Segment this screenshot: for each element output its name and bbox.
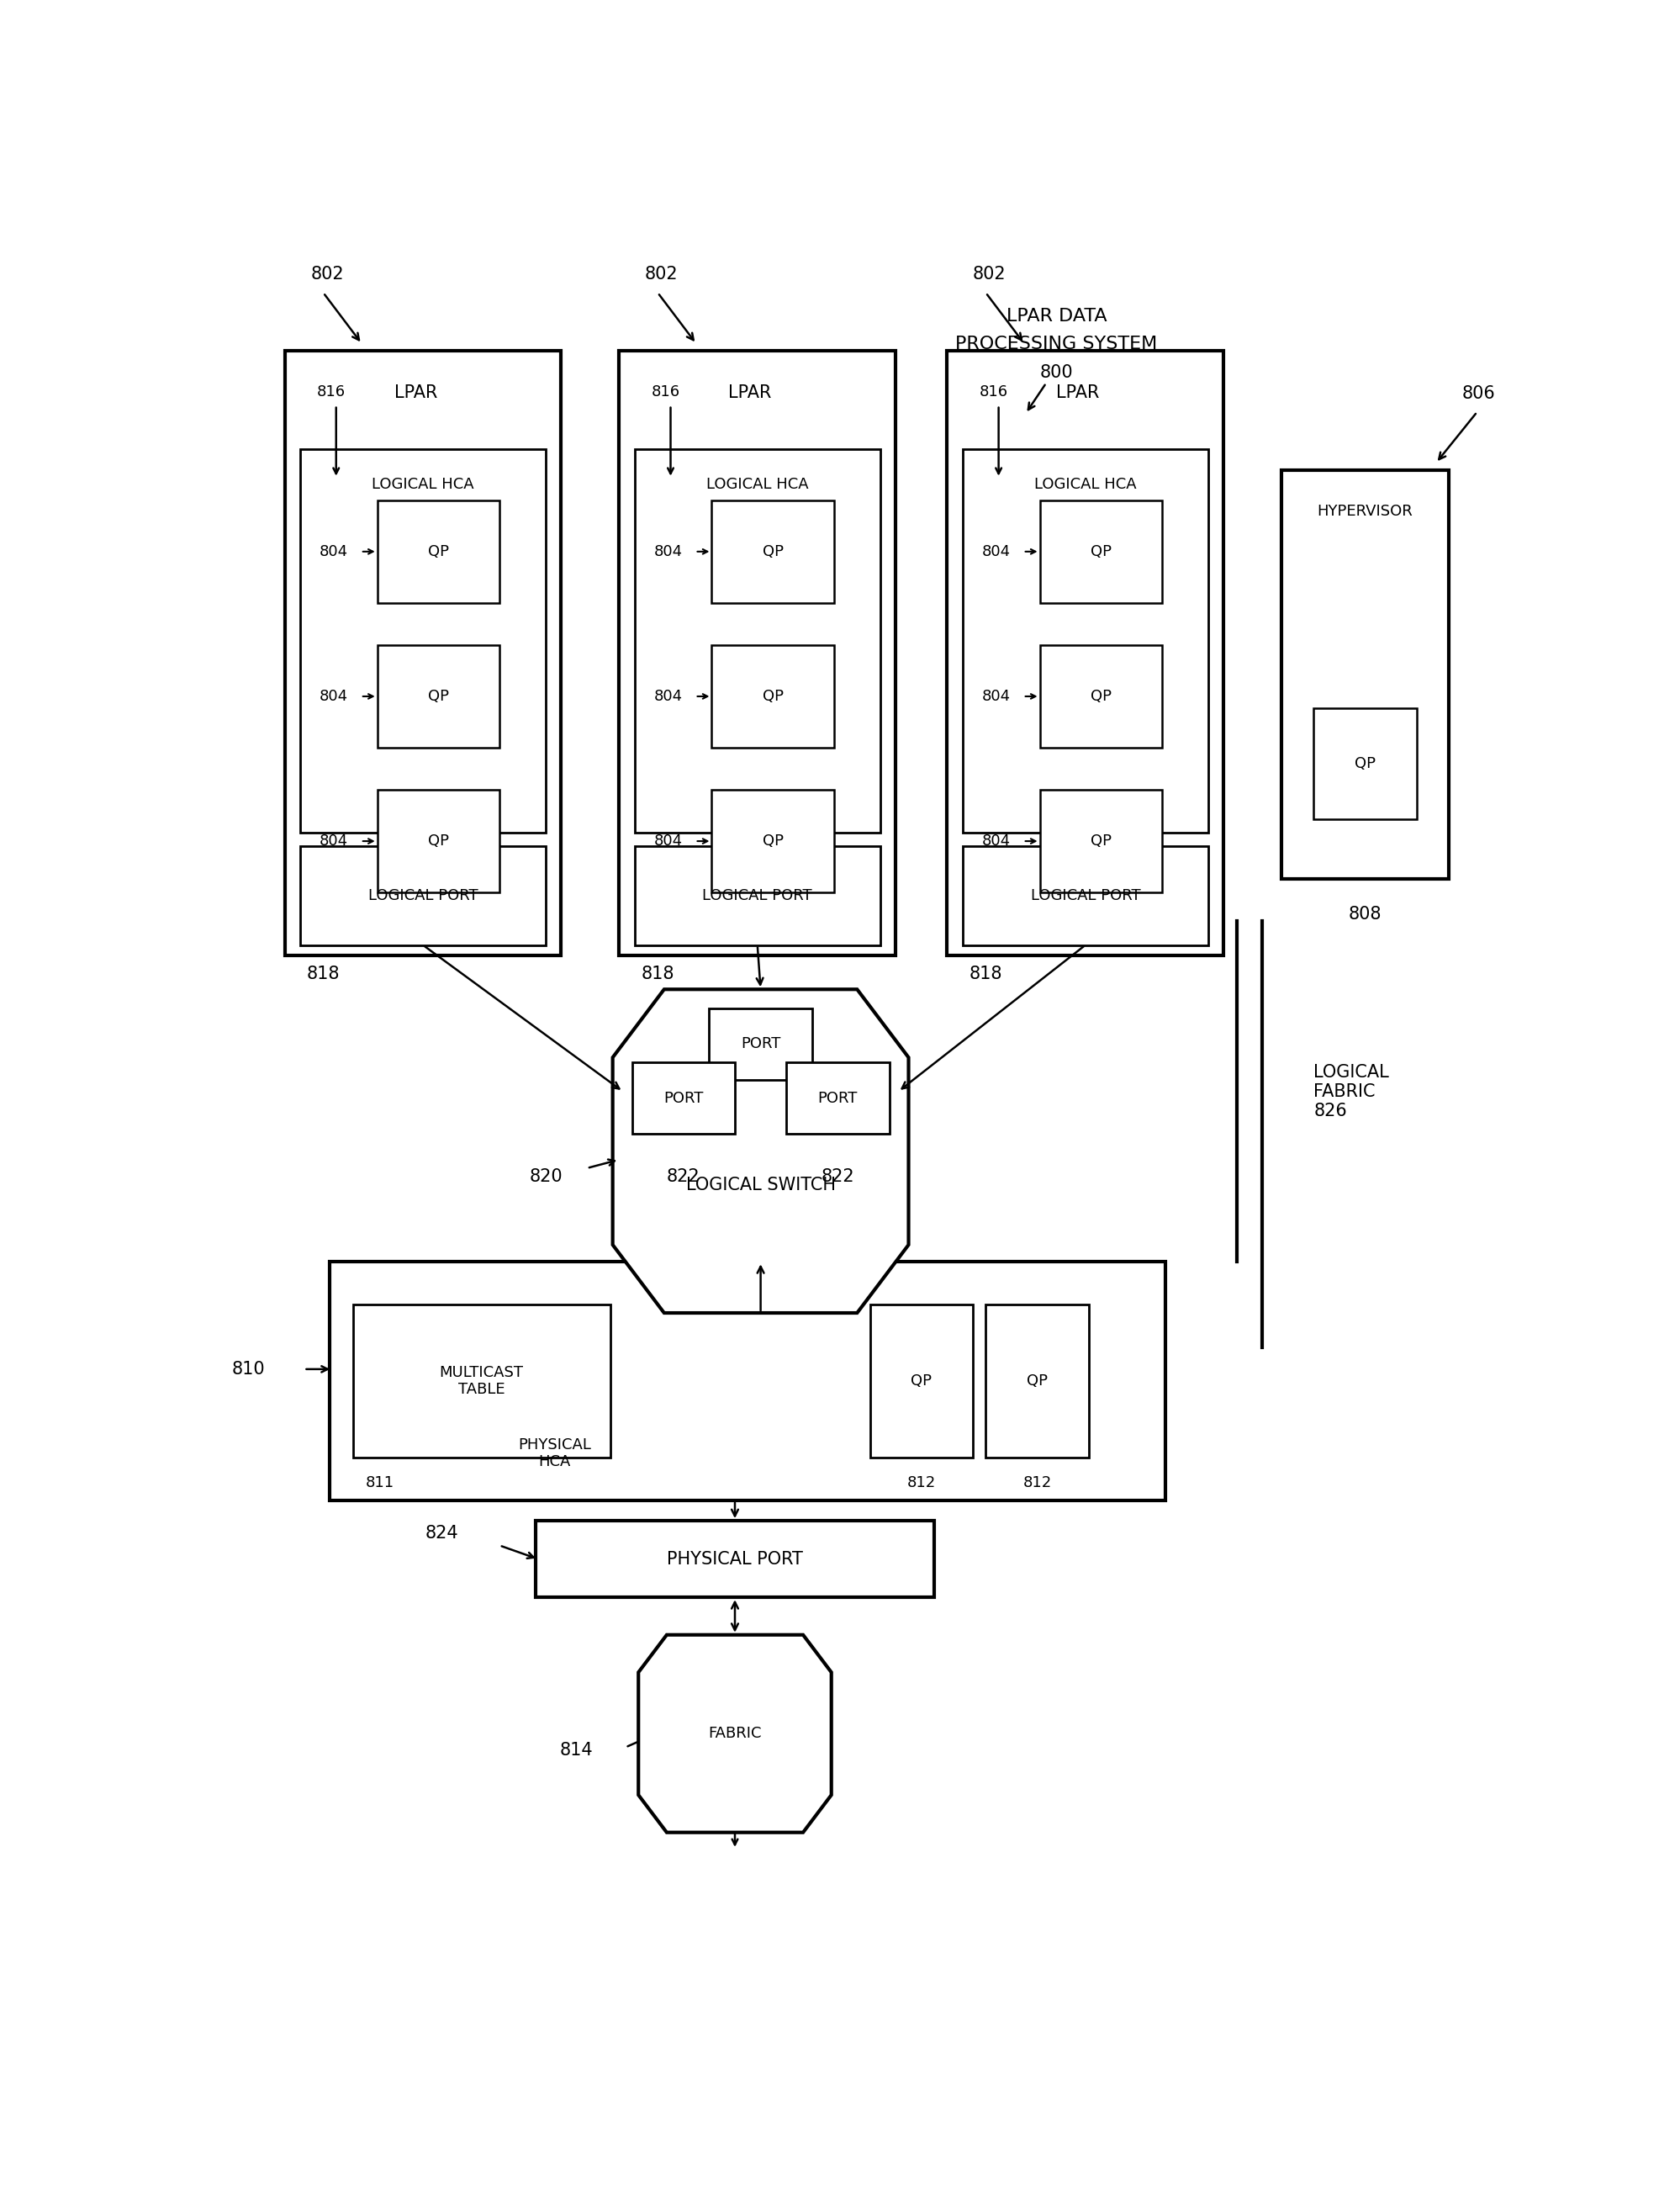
Text: 802: 802	[310, 265, 343, 283]
Text: LOGICAL PORT: LOGICAL PORT	[702, 887, 811, 902]
Text: 824: 824	[425, 1524, 458, 1542]
Text: 804: 804	[654, 834, 682, 849]
Bar	[712, 646, 833, 748]
Bar	[1281, 469, 1448, 878]
Text: PORT: PORT	[818, 1091, 858, 1106]
Bar	[1039, 790, 1161, 891]
Bar	[786, 1062, 889, 1135]
Text: 818: 818	[969, 964, 1002, 982]
Text: 804: 804	[319, 834, 348, 849]
Text: QP: QP	[761, 688, 783, 703]
Text: 812: 812	[906, 1475, 936, 1491]
Text: 816: 816	[650, 385, 680, 400]
Text: PROCESSING SYSTEM: PROCESSING SYSTEM	[956, 336, 1156, 352]
Bar	[1039, 646, 1161, 748]
Text: QP: QP	[1090, 544, 1112, 560]
Text: 806: 806	[1462, 385, 1495, 403]
Polygon shape	[612, 989, 907, 1314]
Polygon shape	[639, 1635, 831, 1832]
Text: PHYSICAL
HCA: PHYSICAL HCA	[518, 1438, 591, 1469]
Bar	[634, 847, 879, 945]
Text: LOGICAL PORT: LOGICAL PORT	[368, 887, 478, 902]
Text: QP: QP	[1090, 834, 1112, 849]
Text: LPAR DATA: LPAR DATA	[1005, 307, 1107, 325]
Bar	[300, 847, 546, 945]
Bar	[377, 646, 499, 748]
Bar	[632, 1062, 735, 1135]
Text: LPAR: LPAR	[393, 385, 436, 403]
Text: LOGICAL PORT: LOGICAL PORT	[1030, 887, 1140, 902]
Bar	[869, 1305, 972, 1458]
Text: LOGICAL
FABRIC
826: LOGICAL FABRIC 826	[1314, 1064, 1389, 1119]
Text: LOGICAL HCA: LOGICAL HCA	[707, 476, 808, 491]
Text: QP: QP	[761, 544, 783, 560]
Text: QP: QP	[428, 544, 448, 560]
Bar	[377, 500, 499, 602]
Text: 804: 804	[319, 688, 348, 703]
Bar	[962, 449, 1208, 832]
Text: QP: QP	[1090, 688, 1112, 703]
Text: 810: 810	[232, 1360, 265, 1378]
Text: 816: 816	[979, 385, 1007, 400]
Text: QP: QP	[911, 1374, 931, 1389]
Bar	[962, 847, 1208, 945]
Text: QP: QP	[1354, 757, 1375, 772]
Bar	[1039, 500, 1161, 602]
Text: 812: 812	[1022, 1475, 1052, 1491]
Bar	[708, 1009, 811, 1079]
Text: QP: QP	[428, 688, 448, 703]
Text: 804: 804	[982, 688, 1010, 703]
Text: QP: QP	[428, 834, 448, 849]
Text: 818: 818	[640, 964, 674, 982]
Bar	[377, 790, 499, 891]
Text: LPAR: LPAR	[1055, 385, 1100, 403]
Text: LOGICAL HCA: LOGICAL HCA	[372, 476, 474, 491]
Bar	[330, 1261, 1165, 1500]
Text: PORT: PORT	[664, 1091, 703, 1106]
Bar	[619, 352, 896, 956]
Text: 804: 804	[982, 834, 1010, 849]
Text: LPAR: LPAR	[728, 385, 771, 403]
Text: QP: QP	[761, 834, 783, 849]
Text: 808: 808	[1347, 907, 1382, 922]
Bar	[712, 790, 833, 891]
Bar	[300, 449, 546, 832]
Text: QP: QP	[1027, 1374, 1047, 1389]
Text: 820: 820	[529, 1168, 562, 1186]
Bar	[536, 1520, 934, 1597]
Text: 804: 804	[982, 544, 1010, 560]
Text: 814: 814	[559, 1743, 592, 1759]
Bar	[634, 449, 879, 832]
Bar	[947, 352, 1223, 956]
Text: FABRIC: FABRIC	[708, 1725, 761, 1741]
Bar	[1314, 708, 1415, 818]
Text: 822: 822	[667, 1168, 700, 1186]
Text: 802: 802	[972, 265, 1005, 283]
Bar	[353, 1305, 611, 1458]
Text: MULTICAST
TABLE: MULTICAST TABLE	[440, 1365, 523, 1398]
Text: PHYSICAL PORT: PHYSICAL PORT	[667, 1551, 803, 1568]
Text: 818: 818	[307, 964, 340, 982]
Text: 804: 804	[319, 544, 348, 560]
Text: 800: 800	[1039, 365, 1073, 380]
Text: LOGICAL HCA: LOGICAL HCA	[1034, 476, 1136, 491]
Text: 816: 816	[317, 385, 345, 400]
Bar	[285, 352, 561, 956]
Bar	[985, 1305, 1088, 1458]
Text: PORT: PORT	[740, 1035, 780, 1051]
Text: 811: 811	[365, 1475, 395, 1491]
Bar	[712, 500, 833, 602]
Text: 804: 804	[654, 544, 682, 560]
Text: HYPERVISOR: HYPERVISOR	[1317, 504, 1412, 520]
Text: 804: 804	[654, 688, 682, 703]
Text: 822: 822	[821, 1168, 854, 1186]
Text: LOGICAL SWITCH: LOGICAL SWITCH	[685, 1177, 834, 1194]
Text: 802: 802	[644, 265, 679, 283]
